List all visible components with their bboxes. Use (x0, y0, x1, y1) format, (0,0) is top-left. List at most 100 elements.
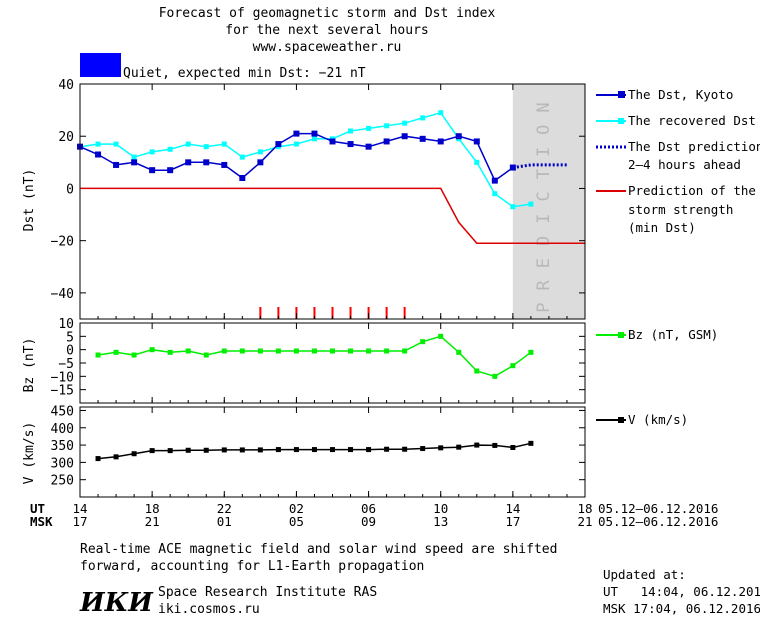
dst-recovered-point (167, 146, 173, 152)
prediction-zone (512, 84, 585, 319)
ut-tick-label: 18 (145, 501, 160, 516)
v-point (131, 451, 137, 457)
v-point (420, 446, 426, 452)
bz-point (402, 348, 408, 354)
dst-recovered-point (131, 154, 137, 160)
dst-kyoto-point (95, 151, 102, 158)
dst-recovered-point (510, 204, 516, 210)
dst-recovered-point (438, 110, 444, 116)
y-tick-label: 0 (66, 182, 74, 197)
legend-dst-kyoto-label: The Dst, Kyoto (628, 87, 733, 102)
bz-point (510, 363, 516, 369)
dst-kyoto-point (365, 143, 372, 150)
bz-point (221, 348, 227, 354)
dst-kyoto-point (257, 159, 264, 166)
dst-kyoto-point (437, 138, 444, 145)
v-point (474, 442, 480, 448)
dst-kyoto-point (455, 133, 462, 140)
legend-dst-prediction-label-1: The Dst prediction (628, 139, 760, 154)
dst-recovered-point (239, 154, 245, 160)
institute-name: Space Research Institute RAS (158, 585, 377, 600)
y-tick-label: 10 (58, 317, 74, 332)
y-tick-label: 40 (58, 78, 74, 93)
institute-site: iki.cosmos.ru (158, 602, 260, 617)
v-point (239, 447, 245, 453)
updated-ut: UT 14:04, 06.12.2016 (603, 584, 760, 599)
v-point (275, 447, 281, 453)
y-tick-label: 350 (51, 439, 74, 454)
status-color-swatch (80, 53, 121, 77)
bz-point (239, 348, 245, 354)
legend-storm-label-1: Prediction of the (628, 183, 756, 198)
legend-dst-kyoto: The Dst, Kyoto (596, 87, 733, 102)
bz-point (474, 368, 480, 374)
legend-dst-prediction-label-2: 2–4 hours ahead (628, 157, 741, 172)
legend-storm-strength: Prediction of the storm strength (min Ds… (596, 183, 756, 235)
dst-recovered-point (366, 125, 372, 131)
v-point (330, 447, 335, 453)
dst-recovered-point (420, 115, 426, 121)
legend-v: V (km/s) (596, 412, 688, 427)
dst-recovered-point (95, 141, 101, 147)
v-point (438, 445, 444, 451)
bz-point (293, 348, 299, 354)
dst-recovered-line (79, 111, 532, 208)
bz-point (131, 352, 137, 358)
iki-logo: ИКИ (79, 588, 154, 618)
updated-msk: MSK 17:04, 06.12.2016 (603, 601, 760, 616)
dst-kyoto-point (473, 138, 480, 145)
v-point (293, 447, 299, 453)
bz-point (366, 348, 372, 354)
dst-panel: PREDICTION 40 20 0 −20 −40 Dst (nT) (22, 78, 586, 320)
ut-date-range: 05.12–06.12.2016 (598, 501, 718, 516)
bz-point (203, 352, 209, 358)
dst-kyoto-point (113, 161, 120, 168)
msk-date-range: 05.12–06.12.2016 (598, 514, 718, 529)
dst-recovered-point (293, 141, 299, 147)
legend-storm-label-2: storm strength (628, 202, 733, 217)
y-tick-label: −20 (51, 235, 74, 250)
bz-point (438, 333, 444, 339)
prediction-zone-label: PREDICTION (534, 90, 554, 312)
ut-tick-label: 02 (289, 501, 304, 516)
storm-strength-line (80, 187, 585, 245)
v-panel: 450 400 350 300 250 V (km/s) (22, 404, 586, 498)
dst-recovered-point (203, 144, 209, 150)
dst-recovered-point (384, 123, 390, 129)
dst-recovered-point (221, 141, 227, 147)
dst-recovered-point (257, 149, 263, 155)
dst-recovered-point (311, 136, 317, 142)
dst-kyoto-point (419, 135, 426, 142)
dst-recovered-point (528, 201, 534, 207)
y-tick-label: 300 (51, 456, 74, 471)
y-tick-label: 0 (66, 344, 74, 359)
dst-kyoto-point (149, 167, 156, 174)
dst-kyoto-point (239, 175, 246, 181)
dst-kyoto-line (79, 132, 514, 182)
updated-label: Updated at: (603, 567, 686, 582)
bz-point (348, 348, 354, 354)
legend-dst-prediction: The Dst prediction 2–4 hours ahead (596, 139, 760, 172)
dst-kyoto-point (329, 138, 336, 145)
v-point (402, 446, 408, 452)
bz-point (167, 349, 173, 355)
dst-kyoto-point (221, 161, 228, 168)
ut-tick-label: 18 (577, 501, 592, 516)
ut-axis-label: UT (30, 501, 45, 516)
status-text: Quiet, expected min Dst: −21 nT (123, 66, 366, 81)
dst-kyoto-point (491, 177, 498, 184)
legend-bz-label: Bz (nT, GSM) (628, 327, 718, 342)
bz-point (456, 349, 462, 355)
msk-tick-label: 05 (289, 514, 304, 529)
v-point (348, 447, 354, 453)
legend-bz: Bz (nT, GSM) (596, 327, 718, 342)
v-point (203, 447, 209, 453)
v-point (456, 444, 462, 450)
ut-tick-label: 06 (361, 501, 376, 516)
dst-kyoto-point (347, 141, 354, 148)
legend-dst-recovered-label: The recovered Dst (628, 113, 756, 128)
v-point (167, 448, 173, 454)
bz-point (113, 349, 119, 355)
v-point (185, 447, 191, 453)
